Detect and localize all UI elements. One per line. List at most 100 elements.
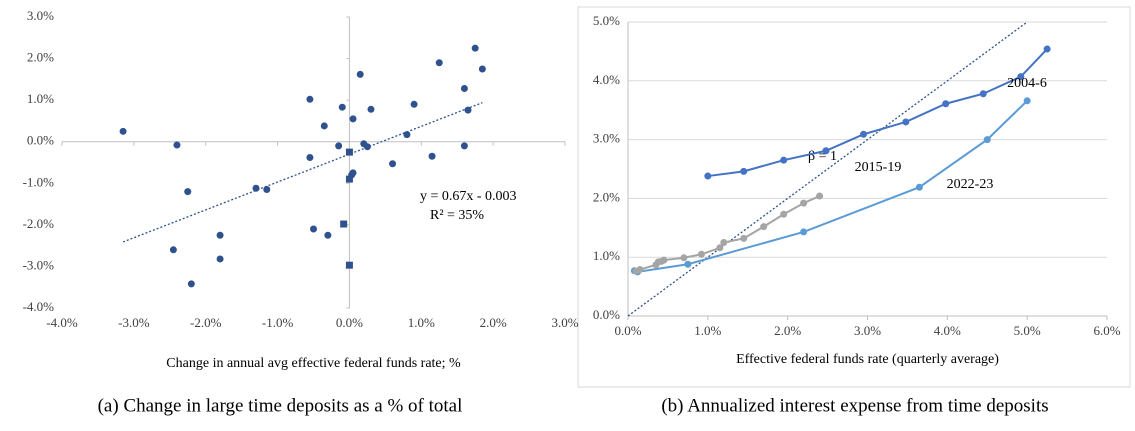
point xyxy=(324,231,332,239)
point xyxy=(716,244,724,252)
point xyxy=(340,220,348,228)
point xyxy=(660,256,668,264)
point xyxy=(345,261,353,269)
x-tick-label: 1.0% xyxy=(408,315,435,330)
point xyxy=(252,184,260,192)
point xyxy=(915,183,923,191)
x-tick-label: 2.0% xyxy=(774,323,801,338)
x-tick-label: -1.0% xyxy=(262,315,294,330)
point xyxy=(410,100,418,108)
reference-line xyxy=(627,21,1028,317)
point xyxy=(169,246,177,254)
point xyxy=(1017,73,1025,81)
point xyxy=(184,188,192,196)
point xyxy=(460,142,468,150)
point xyxy=(356,70,364,78)
x-tick-label: 2.0% xyxy=(480,315,507,330)
point xyxy=(942,100,950,108)
x-tick-label: -2.0% xyxy=(190,315,222,330)
y-tick-label: 0.0% xyxy=(27,133,54,148)
y-tick-label: 4.0% xyxy=(593,72,620,87)
point xyxy=(216,255,224,263)
point xyxy=(320,122,328,130)
point xyxy=(460,85,468,93)
y-tick-label: 5.0% xyxy=(593,13,620,28)
point xyxy=(306,154,314,162)
point xyxy=(704,172,712,180)
point xyxy=(338,103,346,111)
point xyxy=(464,106,472,114)
point xyxy=(428,152,436,160)
y-tick-label: 1.0% xyxy=(27,91,54,106)
x-tick-label: 0.0% xyxy=(336,315,363,330)
x-tick-label: 5.0% xyxy=(1014,323,1041,338)
trendline xyxy=(122,102,483,243)
y-tick-label: 2.0% xyxy=(27,50,54,65)
point xyxy=(173,141,181,149)
point xyxy=(367,105,375,113)
point xyxy=(983,136,991,144)
point xyxy=(800,199,808,207)
point xyxy=(1023,97,1031,105)
point xyxy=(697,250,705,258)
y-tick-label: 1.0% xyxy=(593,248,620,263)
y-tick-label: -1.0% xyxy=(23,174,55,189)
point xyxy=(435,59,443,67)
point xyxy=(403,131,411,139)
point xyxy=(187,280,195,288)
point xyxy=(389,160,397,168)
point xyxy=(263,186,271,194)
x-tick-label: 3.0% xyxy=(551,315,578,330)
y-tick-label: 2.0% xyxy=(593,189,620,204)
point xyxy=(740,167,748,175)
point xyxy=(119,127,127,135)
point xyxy=(822,147,830,155)
point xyxy=(720,239,728,246)
series-label: 2022-23 xyxy=(947,177,994,192)
point xyxy=(349,115,357,123)
y-tick-label: -2.0% xyxy=(23,216,55,231)
point xyxy=(310,225,317,233)
y-tick-label: -3.0% xyxy=(23,257,55,272)
point xyxy=(816,192,824,200)
series-line xyxy=(707,48,1048,178)
y-tick-label: 3.0% xyxy=(27,8,54,23)
point xyxy=(363,143,371,151)
point xyxy=(335,142,343,150)
point xyxy=(979,90,987,98)
point xyxy=(780,210,788,218)
x-tick-label: 1.0% xyxy=(694,323,721,338)
y-tick-label: 0.0% xyxy=(593,307,620,322)
point xyxy=(780,156,788,164)
series-label: 2004-6 xyxy=(1007,76,1047,91)
caption: (a) Change in large time deposits as a %… xyxy=(98,395,463,416)
x-tick-label: 3.0% xyxy=(854,323,881,338)
x-axis-label: Effective federal funds rate (quarterly … xyxy=(736,352,999,367)
point xyxy=(345,148,353,156)
x-tick-label: -3.0% xyxy=(118,315,150,330)
point xyxy=(216,231,224,239)
point xyxy=(902,118,910,126)
x-tick-label: -4.0% xyxy=(46,315,78,330)
panel-border xyxy=(577,6,1131,388)
point xyxy=(636,266,644,274)
point xyxy=(860,130,868,138)
point xyxy=(478,65,486,73)
point xyxy=(684,260,692,268)
point xyxy=(760,223,768,231)
point xyxy=(1043,45,1051,53)
point xyxy=(345,175,353,183)
point xyxy=(680,254,688,262)
caption: (b) Annualized interest expense from tim… xyxy=(661,395,1048,416)
point xyxy=(306,95,314,103)
y-tick-label: -4.0% xyxy=(23,299,55,314)
annotation: y = 0.67x - 0.003 xyxy=(420,189,517,204)
y-tick-label: 3.0% xyxy=(593,131,620,146)
point xyxy=(740,234,748,242)
point xyxy=(471,44,479,52)
x-tick-label: 0.0% xyxy=(614,323,641,338)
x-tick-label: 4.0% xyxy=(934,323,961,338)
point xyxy=(800,228,808,236)
